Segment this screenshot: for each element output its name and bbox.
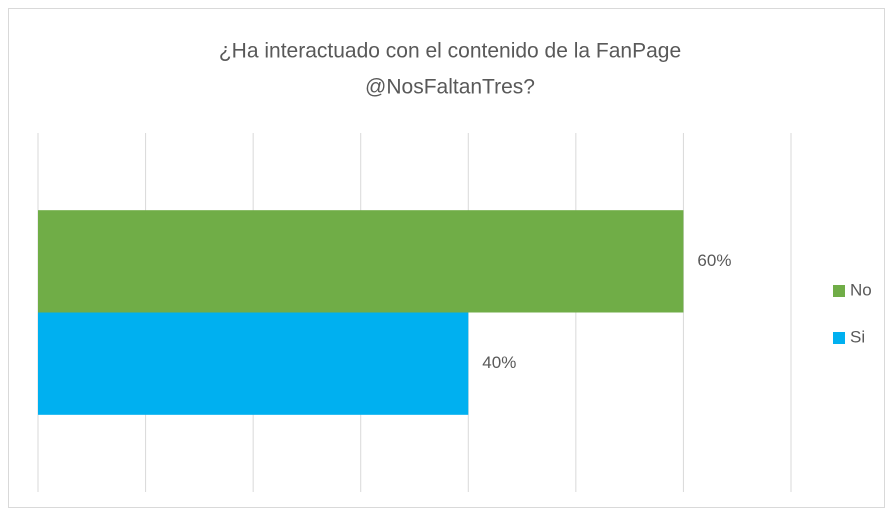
bar <box>38 210 684 313</box>
legend-swatch <box>833 332 845 344</box>
data-label: 60% <box>697 251 731 270</box>
legend-label: No <box>850 280 872 299</box>
legend-label: Si <box>850 327 865 346</box>
legend-swatch <box>833 285 845 297</box>
data-label: 40% <box>482 353 516 372</box>
chart-title: @NosFaltanTres? <box>365 76 535 99</box>
bar <box>38 312 469 415</box>
chart-title: ¿Ha interactuado con el contenido de la … <box>219 40 681 63</box>
